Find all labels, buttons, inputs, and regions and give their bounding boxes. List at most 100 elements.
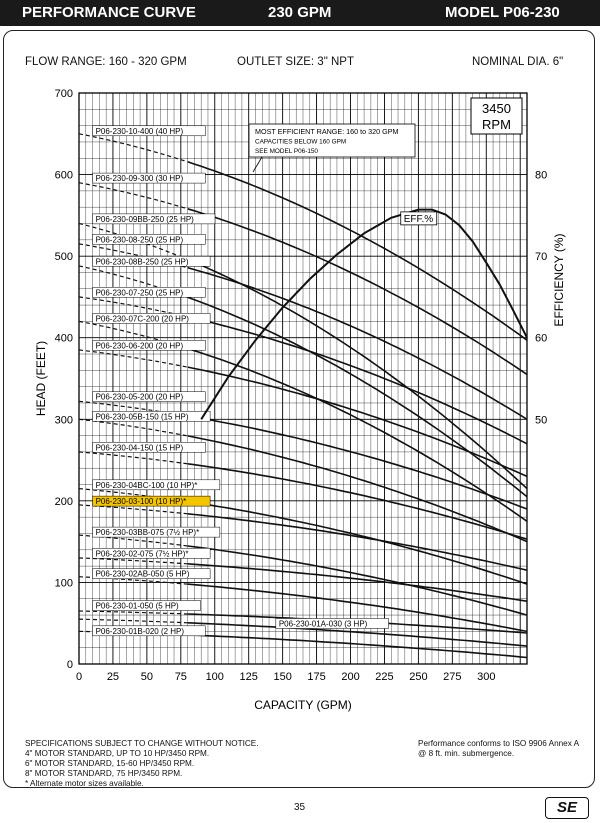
header-title: PERFORMANCE CURVE [22, 4, 196, 21]
company-logo: SE [545, 797, 589, 819]
footer-line: SPECIFICATIONS SUBJECT TO CHANGE WITHOUT… [25, 739, 259, 748]
curve-label-box [92, 313, 211, 324]
x-tick-label: 225 [375, 671, 393, 683]
x-tick-label: 125 [240, 671, 258, 683]
efficiency-curve [200, 208, 528, 420]
footer-iso: Performance conforms to ISO 9906 Annex A… [418, 739, 579, 759]
footer-line: Performance conforms to ISO 9906 Annex A [418, 739, 580, 748]
eff-label-box [400, 211, 438, 226]
header-model: MODEL P06-230 [445, 4, 560, 21]
curve-label: P06-230-06-200 (20 HP) [96, 341, 184, 350]
curve-label: P06-230-04-150 (15 HP) [96, 443, 184, 452]
curve-label-box [92, 495, 211, 507]
pump-curve [187, 513, 528, 571]
curve-label: P06-230-07-250 (25 HP) [96, 288, 184, 297]
page-number: 35 [294, 802, 306, 813]
note-line: SEE MODEL P06-150 [255, 148, 318, 155]
curve-label-box [92, 256, 211, 267]
curve-label: P06-230-02-075 (7½ HP)* [96, 549, 189, 558]
plot-border [78, 92, 528, 665]
y2-tick-label: 70 [535, 251, 547, 263]
curve-label: P06-230-10-400 (40 HP) [96, 127, 184, 136]
page-frame [3, 30, 595, 788]
curve-label: P06-230-01-050 (5 HP) [96, 602, 179, 611]
y-tick-label: 400 [55, 333, 73, 345]
note-line: CAPACITIES BELOW 160 GPM [255, 139, 346, 146]
pump-curve [187, 266, 528, 420]
pump-curve [187, 415, 528, 510]
curve-label-box [92, 391, 206, 402]
y-tick-label: 300 [55, 414, 73, 426]
note-line: MOST EFFICIENT RANGE: 160 to 320 GPM [255, 127, 399, 136]
y-tick-label: 100 [55, 577, 73, 589]
y-tick-label: 0 [67, 659, 73, 671]
y2-tick-label: 50 [535, 414, 547, 426]
note-box [248, 123, 416, 158]
curve-label: P06-230-08-250 (25 HP) [96, 235, 184, 244]
footer-specs: SPECIFICATIONS SUBJECT TO CHANGE WITHOUT… [25, 739, 259, 789]
curve-label: P06-230-01A-030 (3 HP) [279, 619, 368, 628]
x-tick-label: 50 [141, 671, 153, 683]
curve-label-box [275, 618, 389, 629]
x-tick-label: 75 [175, 671, 187, 683]
header-bar: PERFORMANCE CURVE 230 GPM MODEL P06-230 [0, 0, 600, 26]
nominal-dia-text: NOMINAL DIA. 6" [472, 56, 564, 68]
pump-curve [187, 316, 528, 445]
pump-curve [187, 545, 528, 616]
pump-curve-dashed [78, 418, 188, 437]
x-tick-label: 250 [409, 671, 427, 683]
pump-curve [187, 500, 528, 585]
curve-label-box [92, 548, 211, 559]
rpm-box-line: RPM [482, 117, 511, 132]
curve-label-box [92, 625, 206, 637]
header-flow: 230 GPM [268, 4, 332, 21]
rpm-box [470, 97, 523, 135]
curve-label-box [92, 411, 211, 422]
y2-tick-label: 80 [535, 170, 547, 182]
footer-line: @ 8 ft. min. submergence. [418, 749, 515, 758]
curve-label-box [92, 526, 221, 538]
pump-curve-dashed [78, 349, 188, 368]
curve-label-box [92, 442, 206, 453]
curve-label-box [92, 287, 206, 298]
rpm-box-line: 3450 [482, 101, 511, 116]
curve-label: P06-230-05B-150 (15 HP) [96, 412, 189, 421]
curve-label-box [92, 172, 206, 184]
x-tick-label: 175 [307, 671, 325, 683]
y-tick-label: 200 [55, 496, 73, 508]
curve-label-box [92, 125, 206, 137]
curve-label-box [92, 234, 206, 245]
y-tick-label: 700 [55, 88, 73, 100]
x-tick-label: 100 [206, 671, 224, 683]
pump-curve [187, 435, 528, 543]
pump-curve-dashed [78, 296, 188, 318]
curve-label-box [92, 600, 201, 611]
footer-line: 4" MOTOR STANDARD, UP TO 10 HP/3450 RPM. [25, 749, 210, 758]
outlet-size-text: OUTLET SIZE: 3" NPT [237, 56, 354, 68]
x-tick-label: 300 [477, 671, 495, 683]
curve-label: P06-230-05-200 (20 HP) [96, 393, 184, 402]
x-axis-label: CAPACITY (GPM) [254, 698, 352, 712]
pump-curve [187, 366, 528, 478]
pump-curve [187, 347, 528, 522]
footer-line: * Alternate motor sizes available. [25, 779, 144, 788]
curve-label-box [92, 213, 216, 225]
curve-label: P06-230-01B-020 (2 HP) [96, 627, 185, 636]
pump-curve [187, 208, 528, 376]
pump-curve [187, 634, 528, 659]
y2-axis-label: EFFICIENCY (%) [552, 233, 566, 326]
curve-label: P06-230-03-100 (10 HP)* [96, 497, 187, 506]
pump-curve [187, 622, 528, 647]
footer-line: 8" MOTOR STANDARD, 75 HP/3450 RPM. [25, 769, 183, 778]
curve-label-box [92, 568, 211, 579]
curve-label: P06-230-03BB-075 (7½ HP)* [96, 528, 200, 537]
curve-label: P06-230-07C-200 (20 HP) [96, 314, 190, 323]
curve-label: P06-230-02AB-050 (5 HP) [96, 570, 190, 579]
y-tick-label: 500 [55, 251, 73, 263]
x-tick-label: 25 [107, 671, 119, 683]
curve-label-box [92, 340, 206, 351]
x-tick-label: 275 [443, 671, 461, 683]
curve-label: P06-230-08B-250 (25 HP) [96, 257, 189, 266]
x-tick-label: 0 [76, 671, 82, 683]
